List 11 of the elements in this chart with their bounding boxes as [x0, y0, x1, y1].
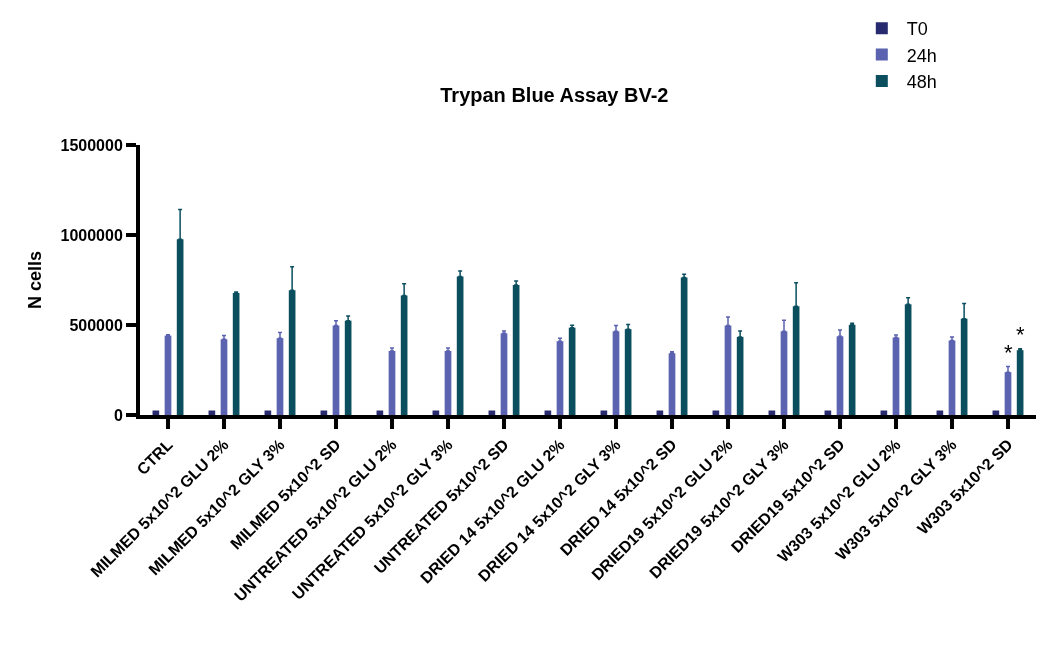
y-tick-label: 1000000: [60, 226, 123, 244]
y-tick-label: 500000: [69, 316, 123, 334]
y-tick-label: 0: [113, 406, 123, 424]
annotation: *: [1016, 322, 1025, 347]
legend-label: 48h: [906, 72, 937, 93]
chart-title: Trypan Blue Assay BV-2: [440, 84, 669, 106]
y-tick-label: 1500000: [60, 136, 123, 154]
legend-label: T0: [906, 19, 928, 40]
annotation: *: [1004, 340, 1013, 365]
y-axis-title: N cells: [25, 250, 46, 310]
legend-label: 24h: [906, 45, 937, 66]
